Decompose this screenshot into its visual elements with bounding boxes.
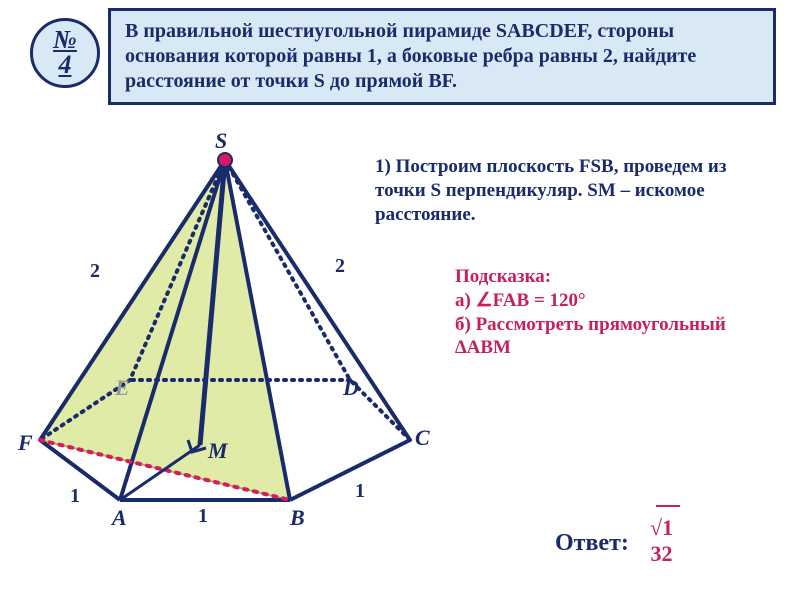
hint-title: Подсказка: <box>455 265 785 289</box>
solution-step: 1) Построим плоскость FSB, проведем из т… <box>375 155 775 226</box>
answer-value: √1 32 <box>650 515 673 567</box>
label-a: A <box>112 505 127 531</box>
problem-number-badge: № 4 <box>30 18 100 88</box>
hint-block: Подсказка: а) ∠FAB = 120° б) Рассмотреть… <box>455 265 785 360</box>
label-c: C <box>415 425 430 451</box>
label-f: F <box>18 430 33 456</box>
val-sf: 2 <box>90 260 100 283</box>
label-s: S <box>215 128 227 154</box>
answer-top: √1 <box>650 515 673 541</box>
answer-label: Ответ: <box>555 530 629 557</box>
label-e: E <box>115 375 130 401</box>
edge-bc <box>290 440 410 500</box>
val-ab: 1 <box>198 505 208 528</box>
val-sc: 2 <box>335 255 345 278</box>
problem-statement: В правильной шестиугольной пирамиде SABC… <box>108 8 776 105</box>
edge-cd <box>350 380 410 440</box>
badge-line2: 4 <box>59 53 72 78</box>
answer-bot: 32 <box>650 541 673 567</box>
label-b: B <box>290 505 305 531</box>
hint-b: б) Рассмотреть прямоугольный ∆ABM <box>455 313 785 361</box>
label-m: M <box>208 438 228 464</box>
val-bc: 1 <box>355 480 365 503</box>
label-d: D <box>343 375 359 401</box>
hint-a: а) ∠FAB = 120° <box>455 289 785 313</box>
apex-marker <box>217 152 233 168</box>
val-fa: 1 <box>70 485 80 508</box>
